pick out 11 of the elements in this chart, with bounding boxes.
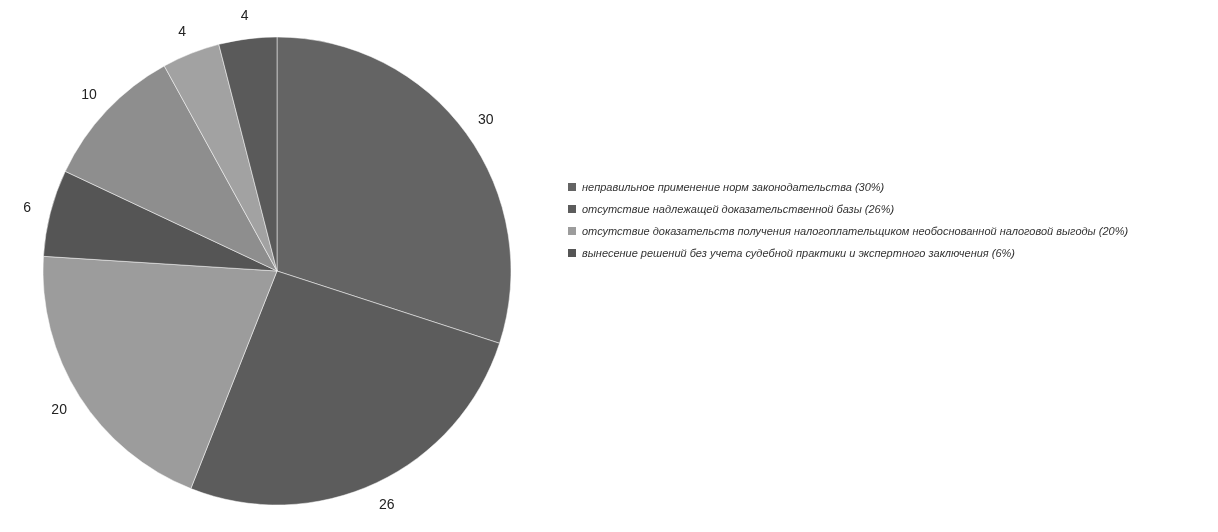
data-label: 20: [51, 401, 68, 418]
data-label: 4: [178, 23, 187, 40]
data-label: 26: [379, 496, 395, 513]
legend-label: отсутствие надлежащей доказательственной базы (26%): [582, 203, 895, 215]
data-label: 6: [23, 198, 32, 215]
legend-label: неправильное применение норм законодательства (30%): [582, 181, 885, 193]
data-label: 10: [81, 86, 97, 103]
legend-label: вынесение решений без учета судебной практики и экспертного заключения (6%): [582, 247, 1015, 259]
data-label: 4: [240, 7, 249, 24]
data-label: 30: [477, 111, 494, 128]
legend-label: отсутствие доказательств получения налогоплательщиком необоснованной налоговой выгоды (20%): [582, 225, 1129, 237]
